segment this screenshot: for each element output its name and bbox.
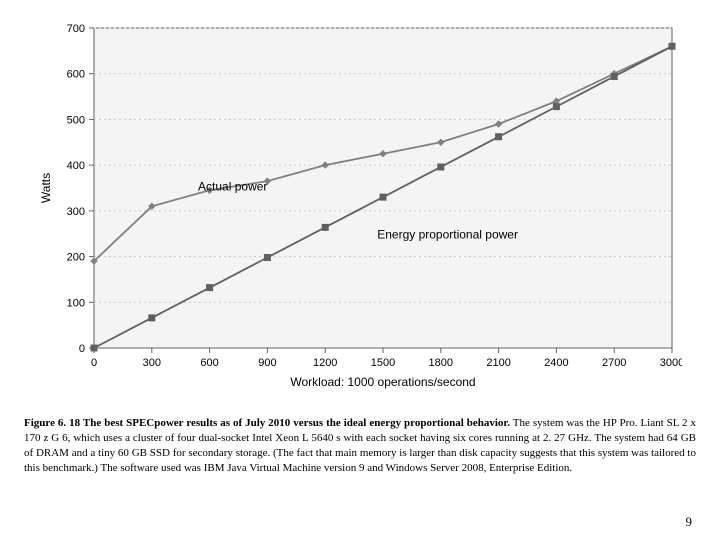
page: 0 300 600 900 1200 1500 1800 2100 2400 2700 3000 0 1… xyxy=(0,0,720,540)
series-marker-1 xyxy=(553,104,559,110)
series-marker-1 xyxy=(496,134,502,140)
series-marker-1 xyxy=(322,224,328,230)
y-tick-label: 100 xyxy=(67,297,85,309)
x-tick-label: 900 xyxy=(258,357,276,369)
x-tick-label: 1500 xyxy=(371,357,395,369)
figure-caption: Figure 6. 18 The best SPECpower results … xyxy=(24,416,696,475)
x-tick-label: 3000 xyxy=(660,357,682,369)
series-marker-1 xyxy=(264,254,270,260)
chart-area: 0 300 600 900 1200 1500 1800 2100 2400 2700 3000 0 1… xyxy=(34,18,682,394)
x-tick-label: 1200 xyxy=(313,357,337,369)
x-tick-label: 0 xyxy=(91,357,97,369)
y-axis-label: Watts xyxy=(39,173,53,203)
x-tick-label: 2400 xyxy=(544,357,568,369)
series-label-1: Energy proportional power xyxy=(377,227,518,241)
y-tick-label: 400 xyxy=(67,160,85,172)
x-tick-label: 2100 xyxy=(486,357,510,369)
series-marker-1 xyxy=(669,43,675,49)
series-label-0: Actual power xyxy=(198,179,267,193)
page-number: 9 xyxy=(686,514,693,530)
series-marker-1 xyxy=(611,73,617,79)
x-tick-label: 600 xyxy=(200,357,218,369)
series-marker-1 xyxy=(380,194,386,200)
y-tick-label: 700 xyxy=(67,23,85,35)
y-tick-label: 200 xyxy=(67,252,85,264)
x-tick-label: 300 xyxy=(143,357,161,369)
x-tick-label: 2700 xyxy=(602,357,626,369)
chart-svg: 0 300 600 900 1200 1500 1800 2100 2400 2700 3000 0 1… xyxy=(34,18,682,394)
series-marker-1 xyxy=(149,315,155,321)
plot-background xyxy=(94,28,672,348)
y-tick-label: 600 xyxy=(67,69,85,81)
x-axis-label: Workload: 1000 operations/second xyxy=(290,375,475,389)
y-tick-label: 500 xyxy=(67,114,85,126)
y-tick-label: 300 xyxy=(67,206,85,218)
series-marker-1 xyxy=(438,164,444,170)
series-marker-1 xyxy=(207,285,213,291)
series-marker-1 xyxy=(91,345,97,351)
caption-bold: Figure 6. 18 The best SPECpower results … xyxy=(24,417,510,429)
x-tick-label: 1800 xyxy=(429,357,453,369)
y-tick-label: 0 xyxy=(79,343,85,355)
